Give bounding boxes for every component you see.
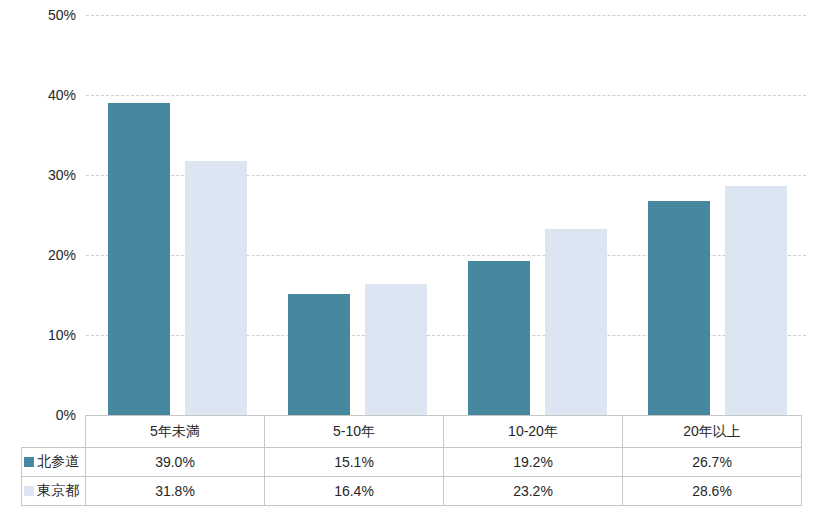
y-axis-tick-label: 40% bbox=[0, 88, 76, 102]
bar-北参道-5年未満 bbox=[108, 103, 170, 415]
y-axis-tick-label: 50% bbox=[0, 8, 76, 22]
bar-chart: 0%10%20%30%40%50% 5年未満5-10年10-20年20年以上 北… bbox=[0, 0, 820, 510]
bar-東京都-5年未満 bbox=[185, 161, 247, 415]
category-header-cell: 10-20年 bbox=[444, 416, 623, 448]
value-cell: 31.8% bbox=[86, 477, 265, 506]
legend-swatch-icon bbox=[24, 486, 34, 496]
bar-北参道-20年以上 bbox=[648, 201, 710, 415]
legend-swatch-icon bbox=[24, 457, 34, 467]
bar-東京都-10-20年 bbox=[545, 229, 607, 415]
value-cell: 23.2% bbox=[444, 477, 623, 506]
legend-cell-東京都: 東京都 bbox=[22, 477, 86, 506]
series-name-label: 東京都 bbox=[37, 482, 79, 498]
legend-cell-北参道: 北参道 bbox=[22, 448, 86, 477]
value-cell: 16.4% bbox=[265, 477, 444, 506]
value-cell: 26.7% bbox=[623, 448, 802, 477]
category-header-cell: 5-10年 bbox=[265, 416, 444, 448]
category-header-cell: 20年以上 bbox=[623, 416, 802, 448]
gridline bbox=[86, 95, 806, 96]
bar-東京都-5-10年 bbox=[365, 284, 427, 415]
category-header-cell: 5年未満 bbox=[86, 416, 265, 448]
table-corner-cell bbox=[22, 416, 86, 448]
value-cell: 15.1% bbox=[265, 448, 444, 477]
bar-東京都-20年以上 bbox=[725, 186, 787, 415]
series-name-label: 北参道 bbox=[37, 453, 79, 469]
y-axis-tick-label: 10% bbox=[0, 328, 76, 342]
bar-北参道-10-20年 bbox=[468, 261, 530, 415]
y-axis-tick-label: 30% bbox=[0, 168, 76, 182]
table-row-北参道: 北参道 39.0%15.1%19.2%26.7% bbox=[22, 448, 802, 477]
plot-area bbox=[86, 15, 806, 415]
value-cell: 19.2% bbox=[444, 448, 623, 477]
value-cell: 28.6% bbox=[623, 477, 802, 506]
table-header-row: 5年未満5-10年10-20年20年以上 bbox=[22, 416, 802, 448]
bar-北参道-5-10年 bbox=[288, 294, 350, 415]
table-row-東京都: 東京都 31.8%16.4%23.2%28.6% bbox=[22, 477, 802, 506]
data-table: 5年未満5-10年10-20年20年以上 北参道 39.0%15.1%19.2%2… bbox=[21, 415, 802, 506]
value-cell: 39.0% bbox=[86, 448, 265, 477]
y-axis-tick-label: 20% bbox=[0, 248, 76, 262]
gridline bbox=[86, 15, 806, 16]
